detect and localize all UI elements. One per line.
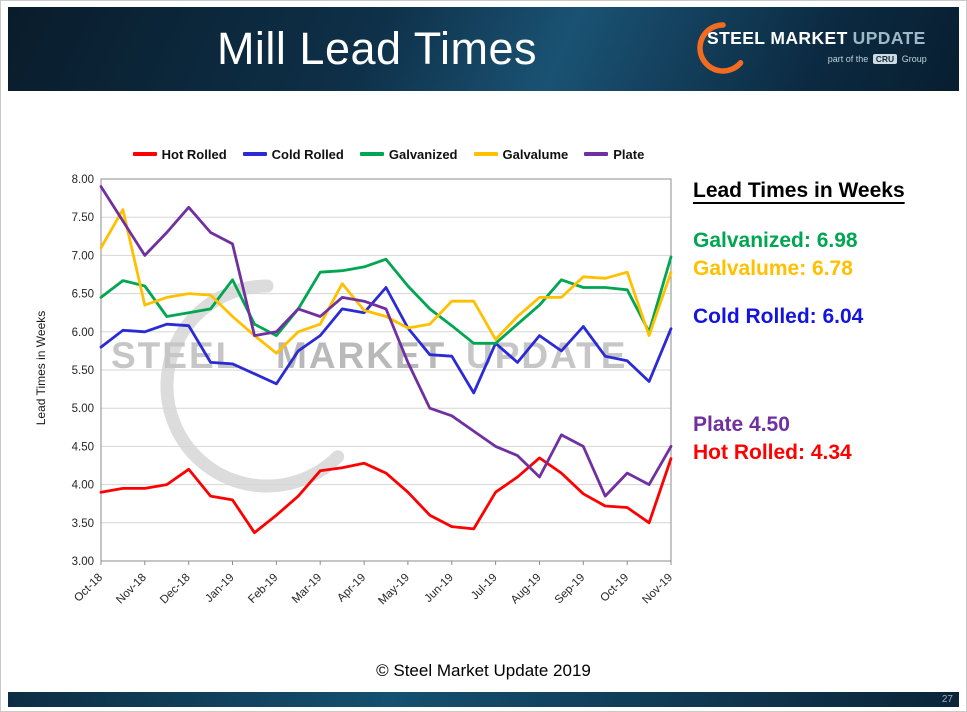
legend-item-galvanized: Galvanized	[359, 146, 458, 162]
y-tick-label: 4.00	[72, 480, 94, 492]
y-tick-label: 7.50	[72, 212, 94, 224]
legend-item-cold-rolled: Cold Rolled	[242, 146, 344, 162]
x-tick-label: May-19	[376, 572, 412, 608]
x-tick-label: Nov-18	[114, 572, 149, 607]
y-axis-title: Lead Times in Weeks	[34, 310, 48, 426]
y-tick-label: 5.50	[72, 365, 94, 377]
y-tick-label: 6.00	[72, 327, 94, 339]
x-tick-label: Oct-19	[598, 572, 631, 605]
x-tick-label: Sep-19	[553, 572, 588, 607]
logo-word-market: MARKET	[770, 28, 848, 48]
series-line-hot-rolled	[99, 456, 673, 535]
x-tick-label: Jul-19	[469, 572, 500, 603]
y-tick-label: 7.00	[72, 250, 94, 262]
legend-label: Plate	[613, 146, 645, 162]
annotation-plate: Plate 4.50	[693, 413, 790, 436]
x-tick-label: Jan-19	[203, 572, 236, 605]
annotations-heading: Lead Times in Weeks	[693, 179, 905, 202]
bottom-bar: 27	[8, 692, 959, 707]
x-tick-label: Jun-19	[423, 572, 456, 605]
logo-tagline-prefix: part of the	[827, 54, 869, 64]
logo-swoosh-icon	[697, 22, 744, 74]
annotation-cold: Cold Rolled: 6.04	[693, 305, 864, 328]
y-tick-label: 3.50	[72, 518, 94, 530]
logo-tagline: part of the CRU Group	[707, 54, 931, 64]
annotations-list: Galvanized: 6.98 Galvalume: 6.78 Cold Roll…	[693, 227, 961, 467]
chart: Hot Rolled Cold Rolled Galvanized Galvalume…	[51, 141, 696, 636]
slide-title: Mill Lead Times	[216, 23, 538, 74]
legend-swatch-icon	[242, 152, 267, 156]
series-line-plate	[99, 185, 673, 498]
smu-logo: STEEL MARKET UPDATE part of the CRU Group	[691, 18, 943, 80]
x-tick-label: Nov-19	[640, 572, 675, 607]
page-number: 27	[941, 694, 953, 705]
annotation-galvanized: Galvanized: 6.98	[693, 229, 858, 252]
legend-label: Galvanized	[388, 146, 458, 162]
legend-swatch-icon	[132, 152, 157, 156]
y-tick-label: 4.50	[72, 441, 94, 453]
legend-swatch-icon	[473, 152, 498, 156]
copyright-text: © Steel Market Update 2019	[376, 661, 591, 680]
logo-cru-badge: CRU	[872, 54, 898, 64]
logo-wordmark: STEEL MARKET UPDATE	[707, 28, 931, 49]
y-tick-label: 3.00	[72, 556, 94, 568]
legend-label: Hot Rolled	[161, 146, 227, 162]
series-line-cold-rolled	[99, 286, 673, 395]
legend-swatch-icon	[359, 152, 384, 156]
legend-swatch-icon	[584, 152, 609, 156]
chart-legend: Hot Rolled Cold Rolled Galvanized Galvalume…	[51, 141, 696, 167]
header-bar: Mill Lead Times STEEL MARKET UPDATE part o…	[8, 7, 959, 91]
y-tick-label: 8.00	[72, 174, 94, 186]
plot-border	[100, 178, 672, 562]
legend-item-hot-rolled: Hot Rolled	[132, 146, 227, 162]
x-tick-label: Feb-19	[246, 572, 280, 606]
x-tick-label: Mar-19	[290, 572, 324, 606]
logo-tagline-suffix: Group	[901, 54, 927, 64]
annotations-panel: Lead Times in Weeks Galvanized: 6.98 Galv…	[693, 179, 961, 467]
logo-word-steel: STEEL	[707, 28, 766, 48]
logo-word-update: UPDATE	[852, 28, 926, 48]
legend-item-plate: Plate	[584, 147, 644, 162]
y-tick-label: 5.00	[72, 403, 94, 415]
annotation-galvalume: Galvalume: 6.78	[693, 257, 853, 280]
y-tick-label: 6.50	[72, 289, 94, 301]
logo-text: STEEL MARKET UPDATE part of the CRU Group	[707, 28, 931, 64]
legend-label: Cold Rolled	[271, 146, 344, 162]
chart-plot: 3.00 3.50 4.00 4.50 5.00 5.50 6.00 6.50 7.00 7.50…	[72, 174, 676, 608]
x-tick-label: Oct-18	[72, 572, 105, 605]
x-tick-label: Apr-19	[335, 572, 368, 605]
legend-label: Galvalume	[502, 146, 569, 162]
legend-item-galvalume: Galvalume	[473, 146, 569, 162]
x-tick-label: Aug-19	[509, 572, 544, 607]
x-tick-label: Dec-18	[158, 572, 193, 607]
annotation-hot: Hot Rolled: 4.34	[693, 441, 852, 464]
